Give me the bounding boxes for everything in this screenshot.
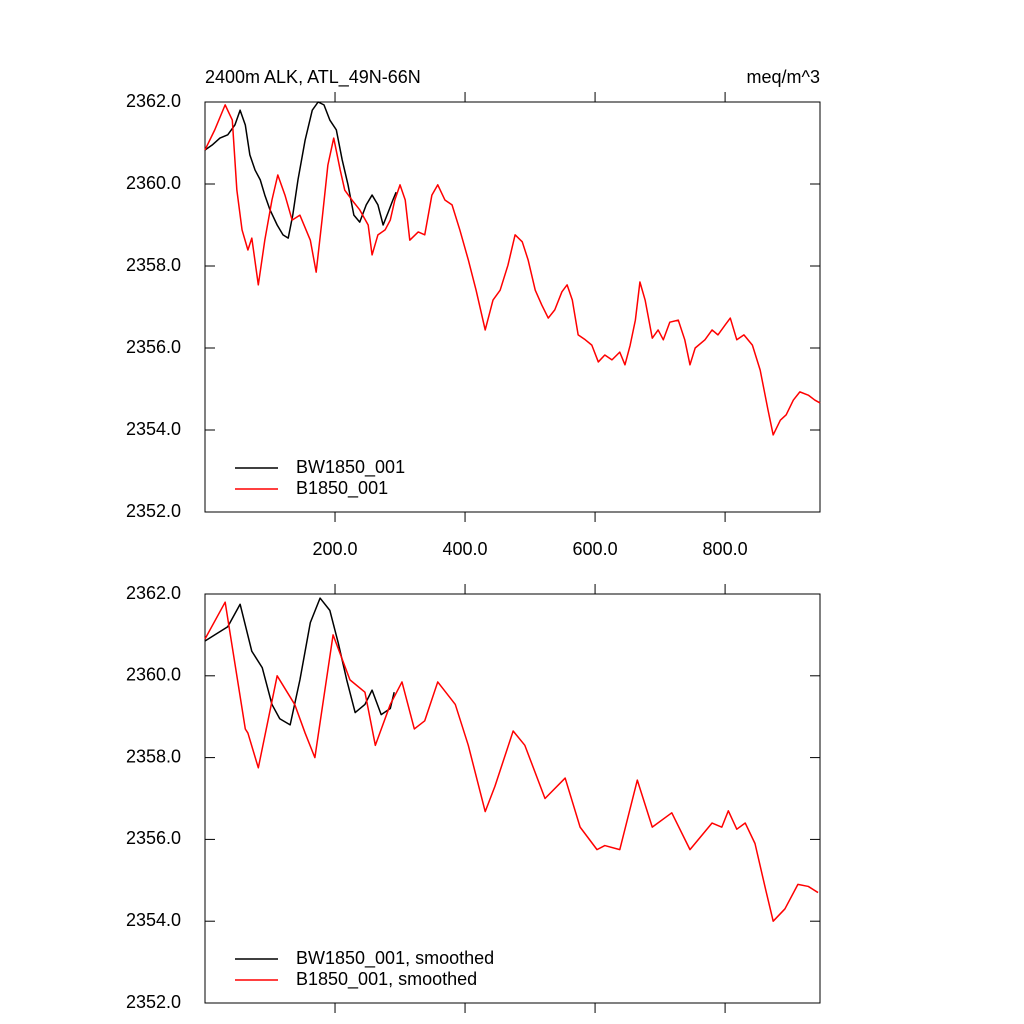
y-tick-label: 2354.0 [126, 419, 181, 439]
y-tick-label: 2358.0 [126, 255, 181, 275]
plot-frame [204, 593, 821, 1004]
x-tick-label: 400.0 [443, 539, 488, 559]
legend-label: BW1850_001 [296, 457, 405, 478]
plot-frame [204, 101, 821, 513]
y-tick-label: 2352.0 [126, 992, 181, 1012]
y-tick-label: 2356.0 [126, 337, 181, 357]
x-tick-label: 200.0 [312, 539, 357, 559]
y-tick-label: 2362.0 [126, 91, 181, 111]
legend-label: B1850_001 [296, 478, 388, 499]
x-tick-label: 800.0 [703, 539, 748, 559]
y-tick-label: 2360.0 [126, 173, 181, 193]
y-tick-label: 2356.0 [126, 828, 181, 848]
y-tick-label: 2358.0 [126, 746, 181, 766]
x-tick-label: 600.0 [573, 539, 618, 559]
series-line [204, 601, 819, 922]
y-tick-label: 2362.0 [126, 583, 181, 603]
series-line [204, 104, 821, 436]
legend-label: BW1850_001, smoothed [296, 948, 494, 969]
y-tick-label: 2360.0 [126, 665, 181, 685]
series-line [204, 101, 397, 239]
y-tick-label: 2352.0 [126, 501, 181, 521]
series-line [204, 597, 395, 726]
y-tick-label: 2354.0 [126, 910, 181, 930]
chart-title: 2400m ALK, ATL_49N-66N [205, 67, 421, 88]
legend-label: B1850_001, smoothed [296, 969, 477, 990]
units-label: meq/m^3 [747, 67, 820, 87]
